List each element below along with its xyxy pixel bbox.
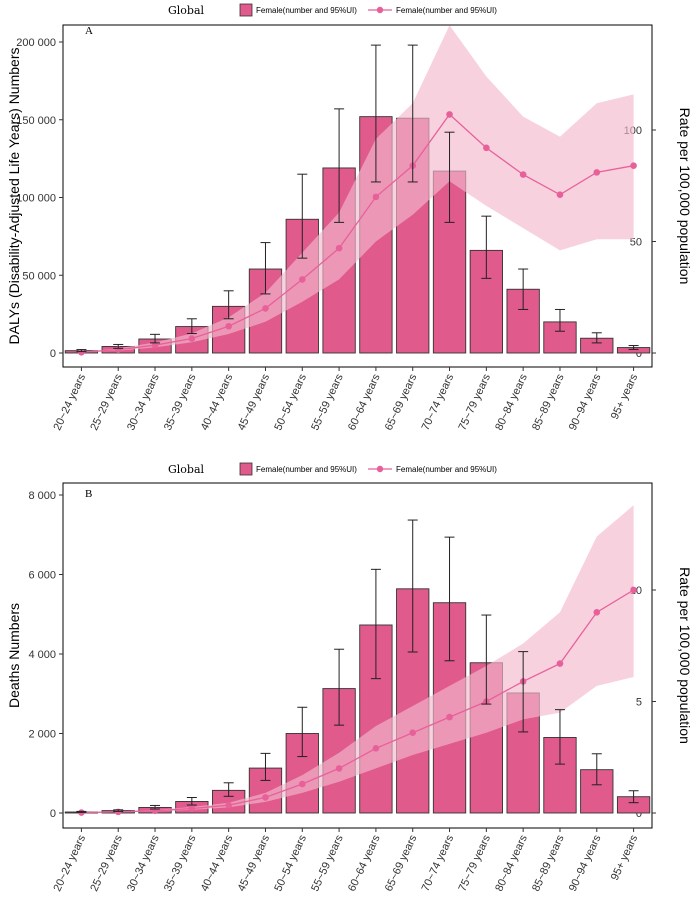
- x-tick-label: 30~34 years: [125, 833, 162, 894]
- x-tick-label: 20~24 years: [52, 833, 89, 894]
- group-label: Global: [168, 463, 205, 476]
- y-tick-label: 150 000: [16, 115, 56, 127]
- y-tick-label: 4 000: [28, 649, 56, 661]
- y-axis-title: Deaths Numbers: [6, 603, 22, 708]
- rate-point: [298, 780, 306, 788]
- plot-frame: [62, 24, 653, 368]
- x-tick-label: 35~39 years: [162, 833, 199, 894]
- y2-tick-label: 50: [630, 237, 642, 249]
- legend-bar-label: Female(number and 95%UI): [256, 465, 357, 474]
- rate-point: [483, 144, 490, 152]
- y2-axis-title: Rate per 100,000 population: [677, 567, 693, 744]
- x-tick-label: 55~59 years: [309, 833, 346, 894]
- x-tick-label: 70~74 years: [420, 833, 457, 894]
- legend-line-marker: [376, 6, 384, 14]
- x-tick-label: 30~34 years: [125, 372, 162, 433]
- rate-point: [556, 660, 564, 667]
- rate-point: [225, 801, 232, 809]
- x-tick-label: 50~54 years: [272, 372, 309, 433]
- legend-bar-key: [239, 462, 253, 476]
- x-tick-label: 85~89 years: [530, 372, 567, 433]
- x-tick-label: 75~79 years: [456, 372, 493, 433]
- x-tick-label: 45~49 years: [236, 833, 273, 894]
- y-tick-label: 0: [50, 808, 56, 820]
- legend-line-label: Female(number and 95%UI): [396, 465, 497, 474]
- rate-point: [593, 169, 601, 176]
- x-tick-label: 50~54 years: [272, 833, 309, 894]
- rate-point: [409, 729, 417, 737]
- y2-axis-title: Rate per 100,000 population: [677, 108, 693, 285]
- x-tick-label: 65~69 years: [383, 833, 420, 894]
- legend-bar-label: Female(number and 95%UI): [256, 6, 357, 15]
- rate-point: [446, 111, 453, 118]
- y2-tick-label: 0: [636, 808, 642, 820]
- chart-panel-b: Global Female(number and 95%UI) Female(num…: [6, 462, 693, 894]
- legend-line-marker: [376, 465, 384, 473]
- rate-point: [335, 244, 343, 252]
- x-tick-label: 80~84 years: [493, 372, 530, 433]
- x-tick-label: 95+ years: [609, 372, 641, 422]
- x-tick-label: 25~29 years: [88, 833, 125, 894]
- panel-label: A: [85, 25, 93, 37]
- legend-bar-key: [239, 3, 253, 17]
- rate-point: [188, 805, 196, 812]
- rate-point: [262, 794, 269, 801]
- x-tick-label: 45~49 years: [236, 372, 273, 433]
- rate-point: [78, 349, 85, 356]
- rate-point: [372, 193, 380, 201]
- x-tick-label: 60~64 years: [346, 372, 383, 433]
- x-tick-label: 90~94 years: [567, 833, 604, 894]
- y-axis-title: DALYs (Disability-Adjusted Life Years) N…: [6, 48, 22, 345]
- rate-point: [151, 341, 159, 349]
- group-label: Global: [168, 4, 205, 17]
- x-tick-label: 40~44 years: [199, 372, 236, 433]
- x-tick-label: 60~64 years: [346, 833, 383, 894]
- rate-point: [593, 609, 601, 616]
- rate-point: [225, 322, 232, 330]
- x-tick-label: 95+ years: [609, 833, 641, 883]
- rate-point: [372, 745, 380, 752]
- rate-point: [298, 276, 306, 283]
- rate-point: [630, 586, 637, 594]
- x-tick-label: 70~74 years: [420, 372, 457, 433]
- rate-point: [335, 765, 343, 772]
- x-tick-label: 20~24 years: [52, 372, 89, 433]
- y-tick-label: 2 000: [28, 729, 56, 741]
- rate-point: [519, 171, 527, 178]
- x-tick-label: 40~44 years: [199, 833, 236, 894]
- rate-uncertainty-band: [81, 25, 634, 353]
- x-tick-label: 90~94 years: [567, 372, 604, 433]
- rate-point: [630, 162, 637, 169]
- rate-line: [81, 113, 634, 353]
- x-tick-label: 35~39 years: [162, 372, 199, 433]
- y-tick-label: 6 000: [28, 570, 56, 582]
- rate-line: [81, 589, 634, 814]
- y-tick-label: 8 000: [28, 490, 56, 502]
- y-tick-label: 50 000: [22, 270, 56, 282]
- x-tick-label: 55~59 years: [309, 372, 346, 433]
- y-tick-label: 0: [50, 348, 56, 360]
- rate-point: [262, 305, 269, 312]
- x-tick-label: 80~84 years: [493, 833, 530, 894]
- legend-line-label: Female(number and 95%UI): [396, 6, 497, 15]
- x-tick-label: 65~69 years: [383, 372, 420, 433]
- x-tick-label: 25~29 years: [88, 372, 125, 433]
- chart-panel-a: Global Female(number and 95%UI) Female(num…: [6, 3, 693, 433]
- y-tick-label: 100 000: [16, 193, 56, 205]
- panel-label: B: [85, 488, 92, 500]
- y2-tick-label: 0: [636, 348, 642, 360]
- plot-frame: [62, 482, 653, 829]
- x-tick-label: 75~79 years: [456, 833, 493, 894]
- x-tick-label: 85~89 years: [530, 833, 567, 894]
- rate-point: [188, 335, 196, 342]
- y2-tick-label: 5: [636, 697, 642, 709]
- y-tick-label: 200 000: [16, 37, 56, 49]
- rate-point: [446, 713, 453, 721]
- rate-point: [556, 191, 564, 198]
